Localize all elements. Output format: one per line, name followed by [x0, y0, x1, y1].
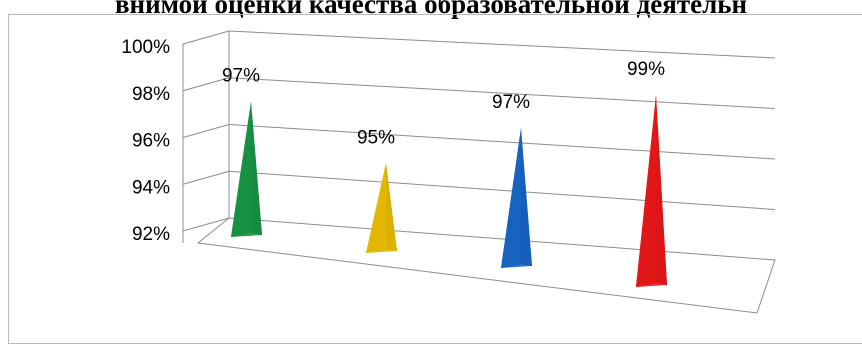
gridlines: [182, 30, 776, 232]
data-label: 99%: [627, 59, 665, 80]
pyramid-face-front: [366, 163, 397, 253]
y-tick-label: 92%: [132, 224, 170, 245]
gridline-side: [182, 170, 230, 185]
pyramid-bar: [231, 101, 262, 237]
pyramid-face-front: [231, 101, 262, 237]
gridline: [228, 77, 776, 109]
side-wall: [183, 31, 229, 243]
gridline: [228, 30, 776, 59]
data-label: 97%: [492, 92, 530, 113]
pyramid-face-front: [636, 95, 667, 287]
y-tick-label: 94%: [132, 177, 170, 198]
pyramid-bar: [366, 163, 397, 253]
gridline-side: [182, 217, 230, 232]
gridline: [228, 124, 776, 160]
gridline-side: [182, 77, 230, 92]
pyramid-face-front: [501, 128, 532, 268]
data-label: 97%: [222, 66, 260, 87]
pyramid-bar: [636, 95, 667, 287]
y-tick-label: 96%: [132, 131, 170, 152]
gridline: [228, 170, 776, 210]
floor-plane: [196, 217, 776, 314]
y-tick-label: 100%: [121, 37, 170, 58]
chart-floor: [196, 217, 776, 314]
y-axis-ticks: 92% 94% 96% 98% 100%: [121, 37, 184, 245]
gridline-side: [182, 124, 230, 138]
pyramid-chart: 92% 94% 96% 98% 100% 97% 95% 97% 99%: [121, 30, 776, 314]
y-tick-label: 98%: [132, 84, 170, 105]
pyramid-bar: [501, 128, 532, 268]
data-label: 95%: [357, 127, 395, 148]
gridline-side: [182, 30, 230, 45]
pyramid-bars: [231, 95, 667, 287]
chart-walls: [183, 31, 230, 243]
data-labels: 97% 95% 97% 99%: [222, 59, 665, 148]
